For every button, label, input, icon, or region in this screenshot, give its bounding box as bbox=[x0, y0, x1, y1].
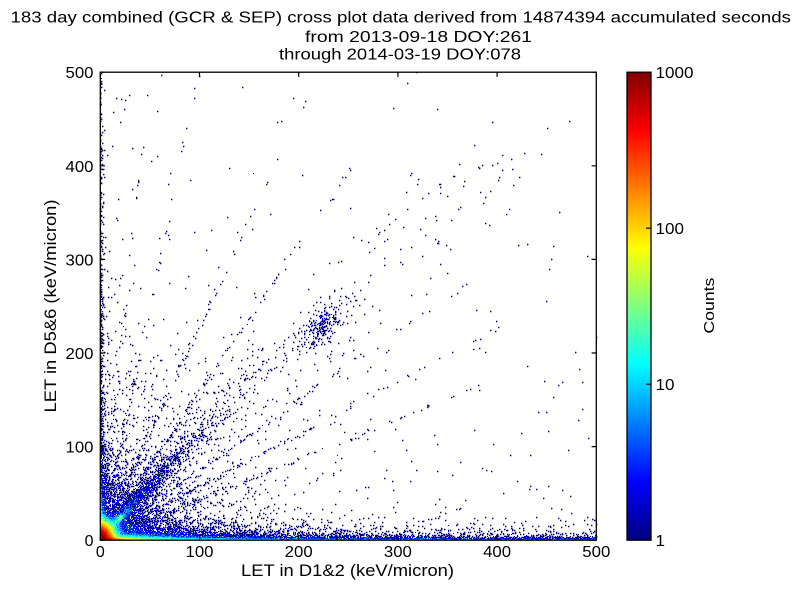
svg-text:500: 500 bbox=[582, 544, 610, 561]
svg-text:10: 10 bbox=[656, 377, 675, 394]
svg-text:LET in D5&6 (keV/micron): LET in D5&6 (keV/micron) bbox=[41, 200, 60, 413]
svg-text:500: 500 bbox=[66, 65, 94, 82]
svg-text:LET in D1&2 (keV/micron): LET in D1&2 (keV/micron) bbox=[241, 562, 454, 580]
svg-text:400: 400 bbox=[66, 159, 94, 176]
svg-text:from 2013-09-18 DOY:261: from 2013-09-18 DOY:261 bbox=[305, 29, 532, 46]
svg-text:0: 0 bbox=[96, 544, 105, 561]
svg-text:300: 300 bbox=[384, 544, 412, 561]
svg-text:1000: 1000 bbox=[656, 65, 694, 82]
svg-text:300: 300 bbox=[66, 252, 94, 269]
svg-text:0: 0 bbox=[85, 533, 94, 550]
svg-text:100: 100 bbox=[656, 221, 685, 238]
svg-text:183 day combined (GCR & SEP) c: 183 day combined (GCR & SEP) cross plot … bbox=[11, 9, 792, 26]
svg-text:200: 200 bbox=[66, 346, 94, 363]
svg-text:Counts: Counts bbox=[701, 278, 718, 334]
svg-text:1: 1 bbox=[656, 533, 666, 550]
svg-text:200: 200 bbox=[285, 544, 313, 561]
svg-text:100: 100 bbox=[66, 440, 94, 457]
svg-text:100: 100 bbox=[186, 544, 214, 561]
svg-text:400: 400 bbox=[483, 544, 511, 561]
svg-text:through 2014-03-19 DOY:078: through 2014-03-19 DOY:078 bbox=[279, 46, 521, 63]
